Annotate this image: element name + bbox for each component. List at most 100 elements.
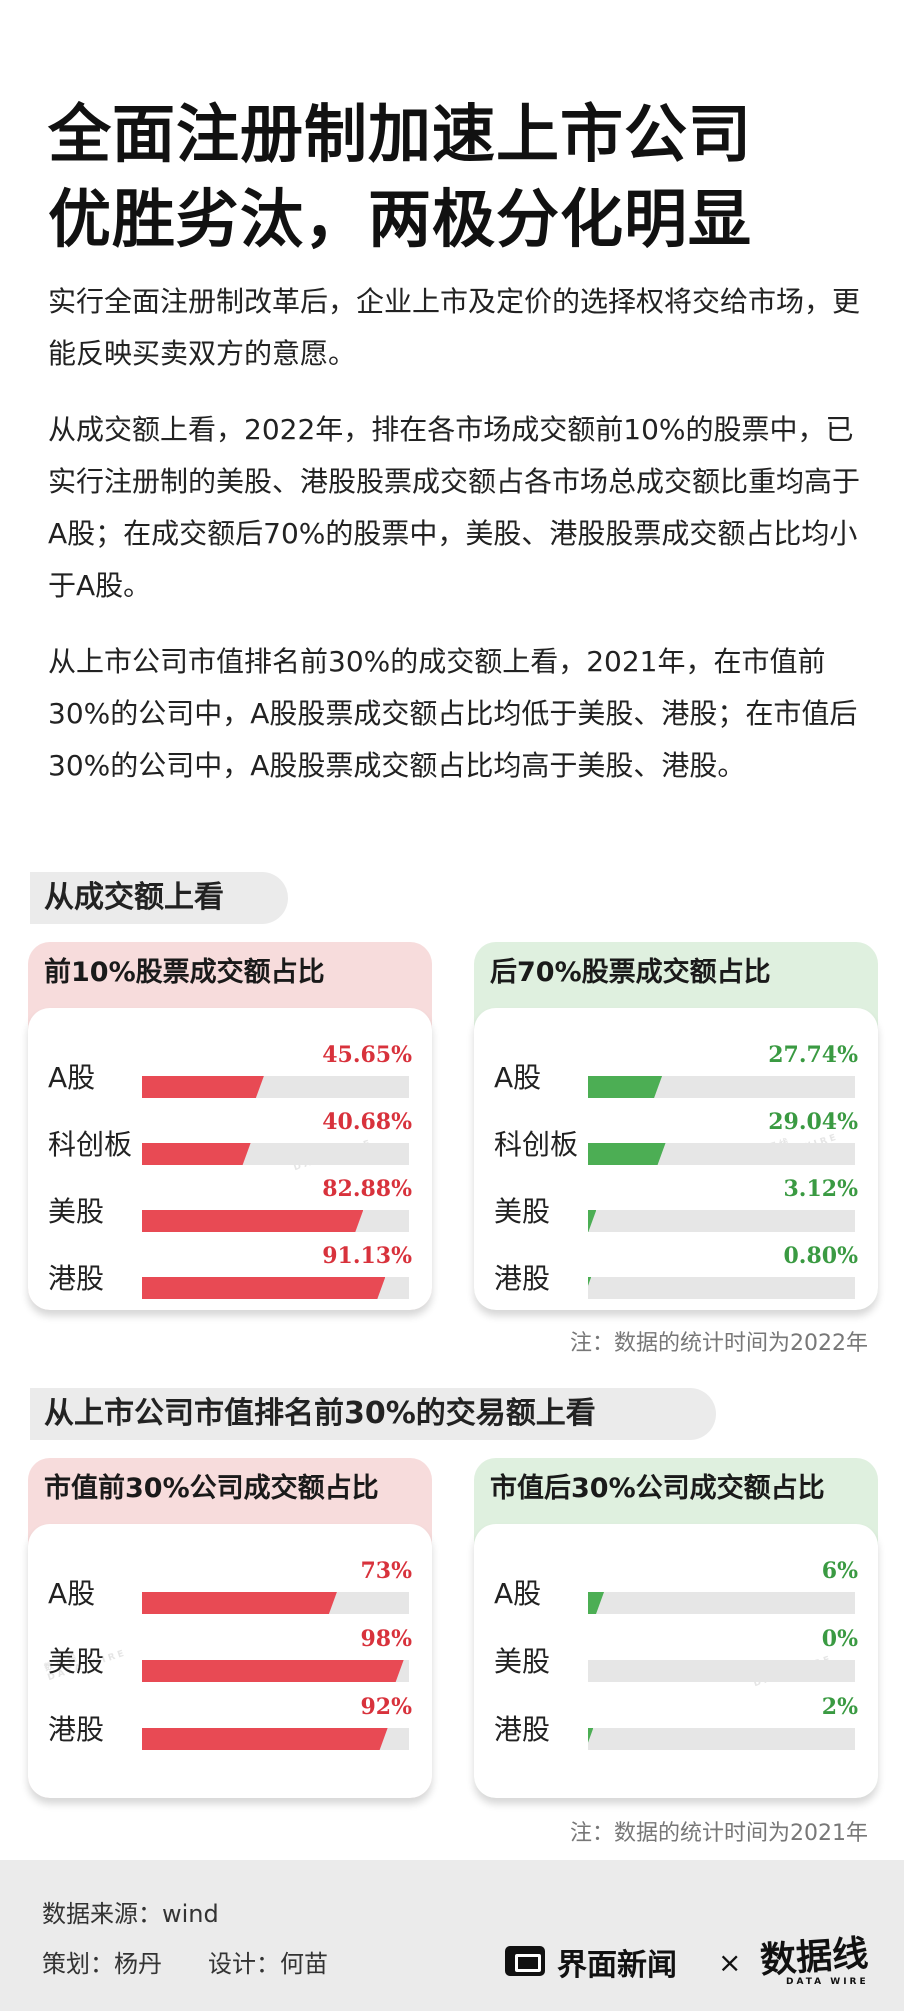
jiemian-logo-text: 界面新闻 (557, 1948, 677, 1983)
bar-track (588, 1728, 855, 1750)
title-line-1: 全面注册制加速上市公司 (48, 98, 752, 171)
credits: 策划：杨丹 设计：何苗 (42, 1944, 328, 1979)
bar-track (142, 1277, 409, 1299)
bar-row: 港股 92% (28, 1694, 432, 1750)
category-label: 美股 (48, 1645, 105, 1678)
data-label: 6% (821, 1558, 858, 1584)
category-label: 港股 (494, 1262, 551, 1295)
page-title: 全面注册制加速上市公司 优胜劣汰，两极分化明显 (48, 92, 868, 262)
bar-track (588, 1592, 855, 1614)
bar-row: A股 73% (28, 1558, 432, 1614)
bar (588, 1143, 666, 1165)
market-cap-paragraph: 从上市公司市值排名前30%的成交额上看，2021年，在市值前30%的公司中，A股… (48, 645, 858, 782)
chart-title: 市值后30%公司成交额占比 (490, 1473, 825, 1504)
bar-track (588, 1660, 855, 1682)
data-label: 0.80% (783, 1243, 859, 1269)
category-label: 科创板 (48, 1128, 133, 1161)
bar-row: 港股 91.13% (28, 1243, 432, 1299)
designer-credit: 设计：何苗 (208, 1950, 328, 1978)
bar (142, 1728, 388, 1750)
category-label: A股 (48, 1577, 96, 1610)
bar-row: 港股 2% (474, 1694, 878, 1750)
bar-row: A股 27.74% (474, 1042, 878, 1098)
category-label: A股 (494, 1061, 542, 1094)
bar-track (142, 1143, 409, 1165)
category-label: 美股 (48, 1195, 105, 1228)
bar-row: A股 45.65% (28, 1042, 432, 1098)
data-label: 91.13% (322, 1243, 412, 1269)
bar-row: 美股 3.12% (474, 1176, 878, 1232)
chart-card-cap-top30: 市值前30%公司成交额占比 数据线 DATA WIRE A股 73% 美股 98% 港股 9… (28, 1458, 432, 1798)
bar-track (142, 1076, 409, 1098)
bar-row: 科创板 29.04% (474, 1109, 878, 1165)
bar-track (142, 1660, 409, 1682)
chart-note-2022: 注：数据的统计时间为2022年 (570, 1331, 868, 1356)
bar-row: 科创板 40.68% (28, 1109, 432, 1165)
data-source: 数据来源：wind (42, 1900, 219, 1928)
bar (142, 1143, 251, 1165)
footer: 数据来源：wind 策划：杨丹 设计：何苗 界面新闻 × 数据线 DATA WIR… (0, 1860, 904, 2011)
section-market-cap-heading: 从上市公司市值排名前30%的交易额上看 (30, 1388, 716, 1440)
intro-paragraph: 实行全面注册制改革后，企业上市及定价的选择权将交给市场，更能反映买卖双方的意愿。 (48, 285, 861, 370)
jiemian-logo-icon (505, 1946, 545, 1976)
category-label: 港股 (494, 1713, 551, 1746)
planner-credit: 策划：杨丹 (42, 1950, 162, 1978)
bar-track (142, 1210, 409, 1232)
turnover-paragraph: 从成交额上看，2022年，排在各市场成交额前10%的股票中，已实行注册制的美股、… (48, 413, 861, 602)
bar (588, 1277, 591, 1299)
data-label: 29.04% (768, 1109, 858, 1135)
data-label: 82.88% (322, 1176, 412, 1202)
bar (142, 1660, 404, 1682)
bar-track (142, 1728, 409, 1750)
data-label: 73% (360, 1558, 412, 1584)
chart-title: 市值前30%公司成交额占比 (44, 1473, 379, 1504)
bar (588, 1728, 593, 1750)
chart-title: 前10%股票成交额占比 (44, 957, 325, 988)
category-label: 科创板 (494, 1128, 579, 1161)
bar-row: 美股 82.88% (28, 1176, 432, 1232)
category-label: A股 (494, 1577, 542, 1610)
bar (588, 1076, 662, 1098)
data-label: 98% (360, 1626, 412, 1652)
category-label: 港股 (48, 1713, 105, 1746)
bar-track (588, 1277, 855, 1299)
data-wire-logo: 数据线 (758, 1933, 870, 1982)
bar (142, 1277, 385, 1299)
bar (142, 1210, 363, 1232)
collab-times-sign: × (718, 1946, 742, 1979)
data-label: 92% (360, 1694, 412, 1720)
category-label: A股 (48, 1061, 96, 1094)
data-label: 3.12% (783, 1176, 859, 1202)
data-label: 2% (821, 1694, 858, 1720)
section-turnover-heading: 从成交额上看 (30, 872, 288, 924)
bar-track (588, 1076, 855, 1098)
bar-row: 美股 0% (474, 1626, 878, 1682)
chart-title: 后70%股票成交额占比 (490, 957, 771, 988)
data-wire-logo-subtitle: DATA WIRE (786, 1977, 869, 1987)
bar-row: 港股 0.80% (474, 1243, 878, 1299)
data-label: 40.68% (322, 1109, 412, 1135)
bar-row: A股 6% (474, 1558, 878, 1614)
bar (588, 1210, 596, 1232)
chart-body: 数据线 DATA WIRE A股 73% 美股 98% 港股 92% (28, 1524, 432, 1798)
category-label: 美股 (494, 1195, 551, 1228)
title-line-2: 优胜劣汰，两极分化明显 (48, 183, 752, 256)
bar-row: 美股 98% (28, 1626, 432, 1682)
bar (142, 1076, 264, 1098)
category-label: 美股 (494, 1645, 551, 1678)
data-label: 0% (821, 1626, 858, 1652)
bar-track (142, 1592, 409, 1614)
bar-track (588, 1210, 855, 1232)
bar (588, 1592, 604, 1614)
category-label: 港股 (48, 1262, 105, 1295)
data-label: 45.65% (322, 1042, 412, 1068)
data-label: 27.74% (768, 1042, 858, 1068)
bar-track (588, 1143, 855, 1165)
chart-note-2021: 注：数据的统计时间为2021年 (570, 1821, 868, 1846)
